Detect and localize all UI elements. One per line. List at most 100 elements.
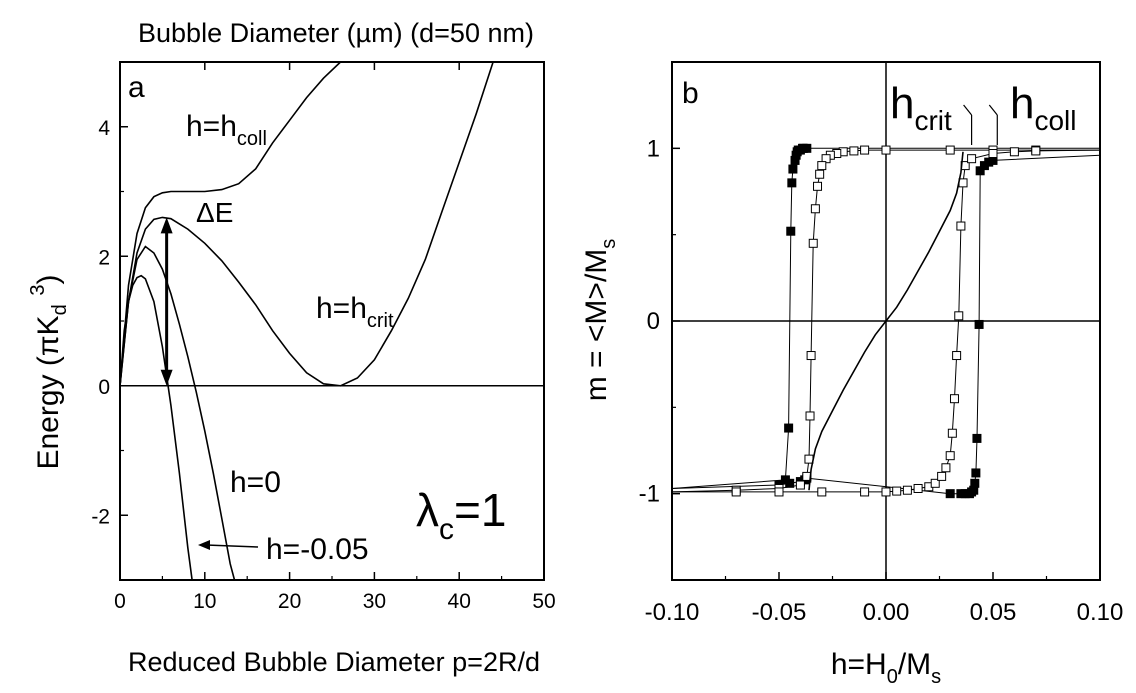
series-point-open-ascending [1031,146,1041,156]
x-tick-label-a: 0 [114,590,126,613]
series-point-filled-descending [790,155,800,165]
series-point-open-ascending [958,178,968,188]
panel-a-y-axis-label: Energy (πKdd3) [27,274,71,469]
x-tick-label-a: 30 [363,590,386,613]
curve-1 [119,61,494,387]
y-tick-label-a: 4 [98,117,110,140]
label-h-neg: h=-0.05 [266,533,369,566]
series-point-open-descending [804,454,814,464]
x-tick-label-b: 0.00 [863,599,910,626]
series-point-filled-ascending [785,478,795,488]
series-point-open-descending [795,480,805,490]
label-h-neg-pointer [205,544,259,548]
panel-a-annotations: h=hcoll ΔE h=hcrit h=0 h=-0.05 λc=1 [186,110,506,566]
x-tick-label-a: 40 [448,590,471,613]
series-point-open-ascending [913,483,923,493]
y-tick-label-b: 1 [647,135,660,162]
series-point-open-ascending [892,486,902,496]
series-point-open-ascending [774,487,784,497]
panel-b-ticks: -0.10 -0.05 0.00 0.05 0.10 -1 0 1 [639,61,1124,626]
series-point-open-ascending [1009,147,1019,157]
x-tick-label-b: 0.05 [970,599,1017,626]
series-point-open-descending [849,146,859,156]
label-h-coll-b: hcoll [1010,79,1077,136]
y-tick-label-b: -1 [639,481,660,508]
leader-h_coll [988,104,998,116]
series-point-open-ascending [902,485,912,495]
panel-a-letter: a [128,71,145,104]
series-point-open-ascending [967,154,977,164]
series-point-open-ascending [945,451,955,461]
series-point-open-descending [805,411,815,421]
panel-a-curves [119,61,544,581]
x-tick-label-a: 20 [278,590,301,613]
delta-e-arrowhead-top [160,217,173,234]
x-tick-label-a: 10 [193,590,216,613]
series-point-open-ascending [954,311,964,321]
series-point-filled-descending [788,164,798,174]
y-tick-label-a: -2 [91,505,110,528]
y-tick-label-a: 0 [98,376,110,399]
series-point-filled-ascending [970,478,980,488]
series-point-open-ascending [881,487,891,497]
panel-a-x-axis-label: Reduced Bubble Diameter p=2R/d [128,647,540,677]
label-delta-e: ΔE [196,197,233,228]
series-point-open-ascending [988,149,998,159]
series-point-open-ascending [937,471,947,481]
series-point-filled-ascending [972,433,982,443]
series-point-open-ascending [930,478,940,488]
panel-a: Bubble Diameter (µm) (d=50 nm) Reduced B… [27,18,556,677]
curve-3 [119,274,193,581]
series-point-filled-descending [784,423,794,433]
label-lambda: λc=1 [416,484,506,546]
label-h-zero: h=0 [230,466,281,499]
panel-b-x-axis-label: h=H0/Ms [831,648,941,688]
y-tick-label-a: 2 [98,246,110,269]
delta-e-arrowhead-bottom [160,369,173,386]
series-point-filled-ascending [971,468,981,478]
panel-a-frame [119,61,545,581]
series-point-open-descending [810,204,820,214]
x-tick-label-b: 0.10 [1077,599,1124,626]
leader-h_crit [963,104,973,116]
label-h-coll: h=hcoll [186,110,267,150]
series-point-open-descending [860,145,870,155]
series-point-open-ascending [941,463,951,473]
series-point-open-descending [881,145,891,155]
x-tick-label-b: -0.10 [645,599,700,626]
series-point-filled-descending [786,226,796,236]
series-point-open-descending [945,145,955,155]
series-point-open-ascending [947,428,957,438]
panel-b-y-axis-label: m = <M>/Ms [580,239,620,402]
series-point-open-ascending [952,351,962,361]
series-point-open-ascending [817,487,827,497]
panel-b-data [671,62,1101,580]
label-h-crit-b: hcrit [890,79,952,136]
series-point-open-ascending [956,221,966,231]
series-point-open-descending [813,181,823,191]
label-h-neg-arrowhead [198,540,210,550]
series-point-open-ascending [949,394,959,404]
series-point-filled-ascending [974,319,984,329]
x-tick-label-b: -0.05 [752,599,807,626]
series-point-open-ascending [731,487,741,497]
panel-b: h=H0/Ms m = <M>/Ms -0.10 -0.05 0.00 0.05 0.1… [580,61,1124,688]
series-point-open-descending [806,351,816,361]
series-point-open-ascending [860,487,870,497]
series-point-filled-descending [787,178,797,188]
panel-b-frame [671,61,1101,581]
label-h-crit: h=hcrit [316,292,394,332]
series-point-open-descending [815,169,825,179]
panel-a-top-axis-label: Bubble Diameter (µm) (d=50 nm) [138,18,534,48]
series-point-open-descending [808,238,818,248]
panel-b-field-markers: hcrit hcoll [890,79,1077,145]
curve-2 [119,245,236,581]
x-tick-label-a: 50 [532,590,555,613]
series-line-solid-curve [808,151,964,491]
curve-0 [119,61,342,386]
panel-b-letter: b [682,77,699,110]
y-tick-label-b: 0 [647,308,660,335]
series-point-open-descending [817,161,827,171]
series-point-filled-ascending [945,489,955,499]
